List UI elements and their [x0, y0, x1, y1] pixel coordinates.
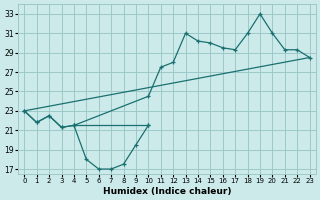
X-axis label: Humidex (Indice chaleur): Humidex (Indice chaleur) — [103, 187, 231, 196]
